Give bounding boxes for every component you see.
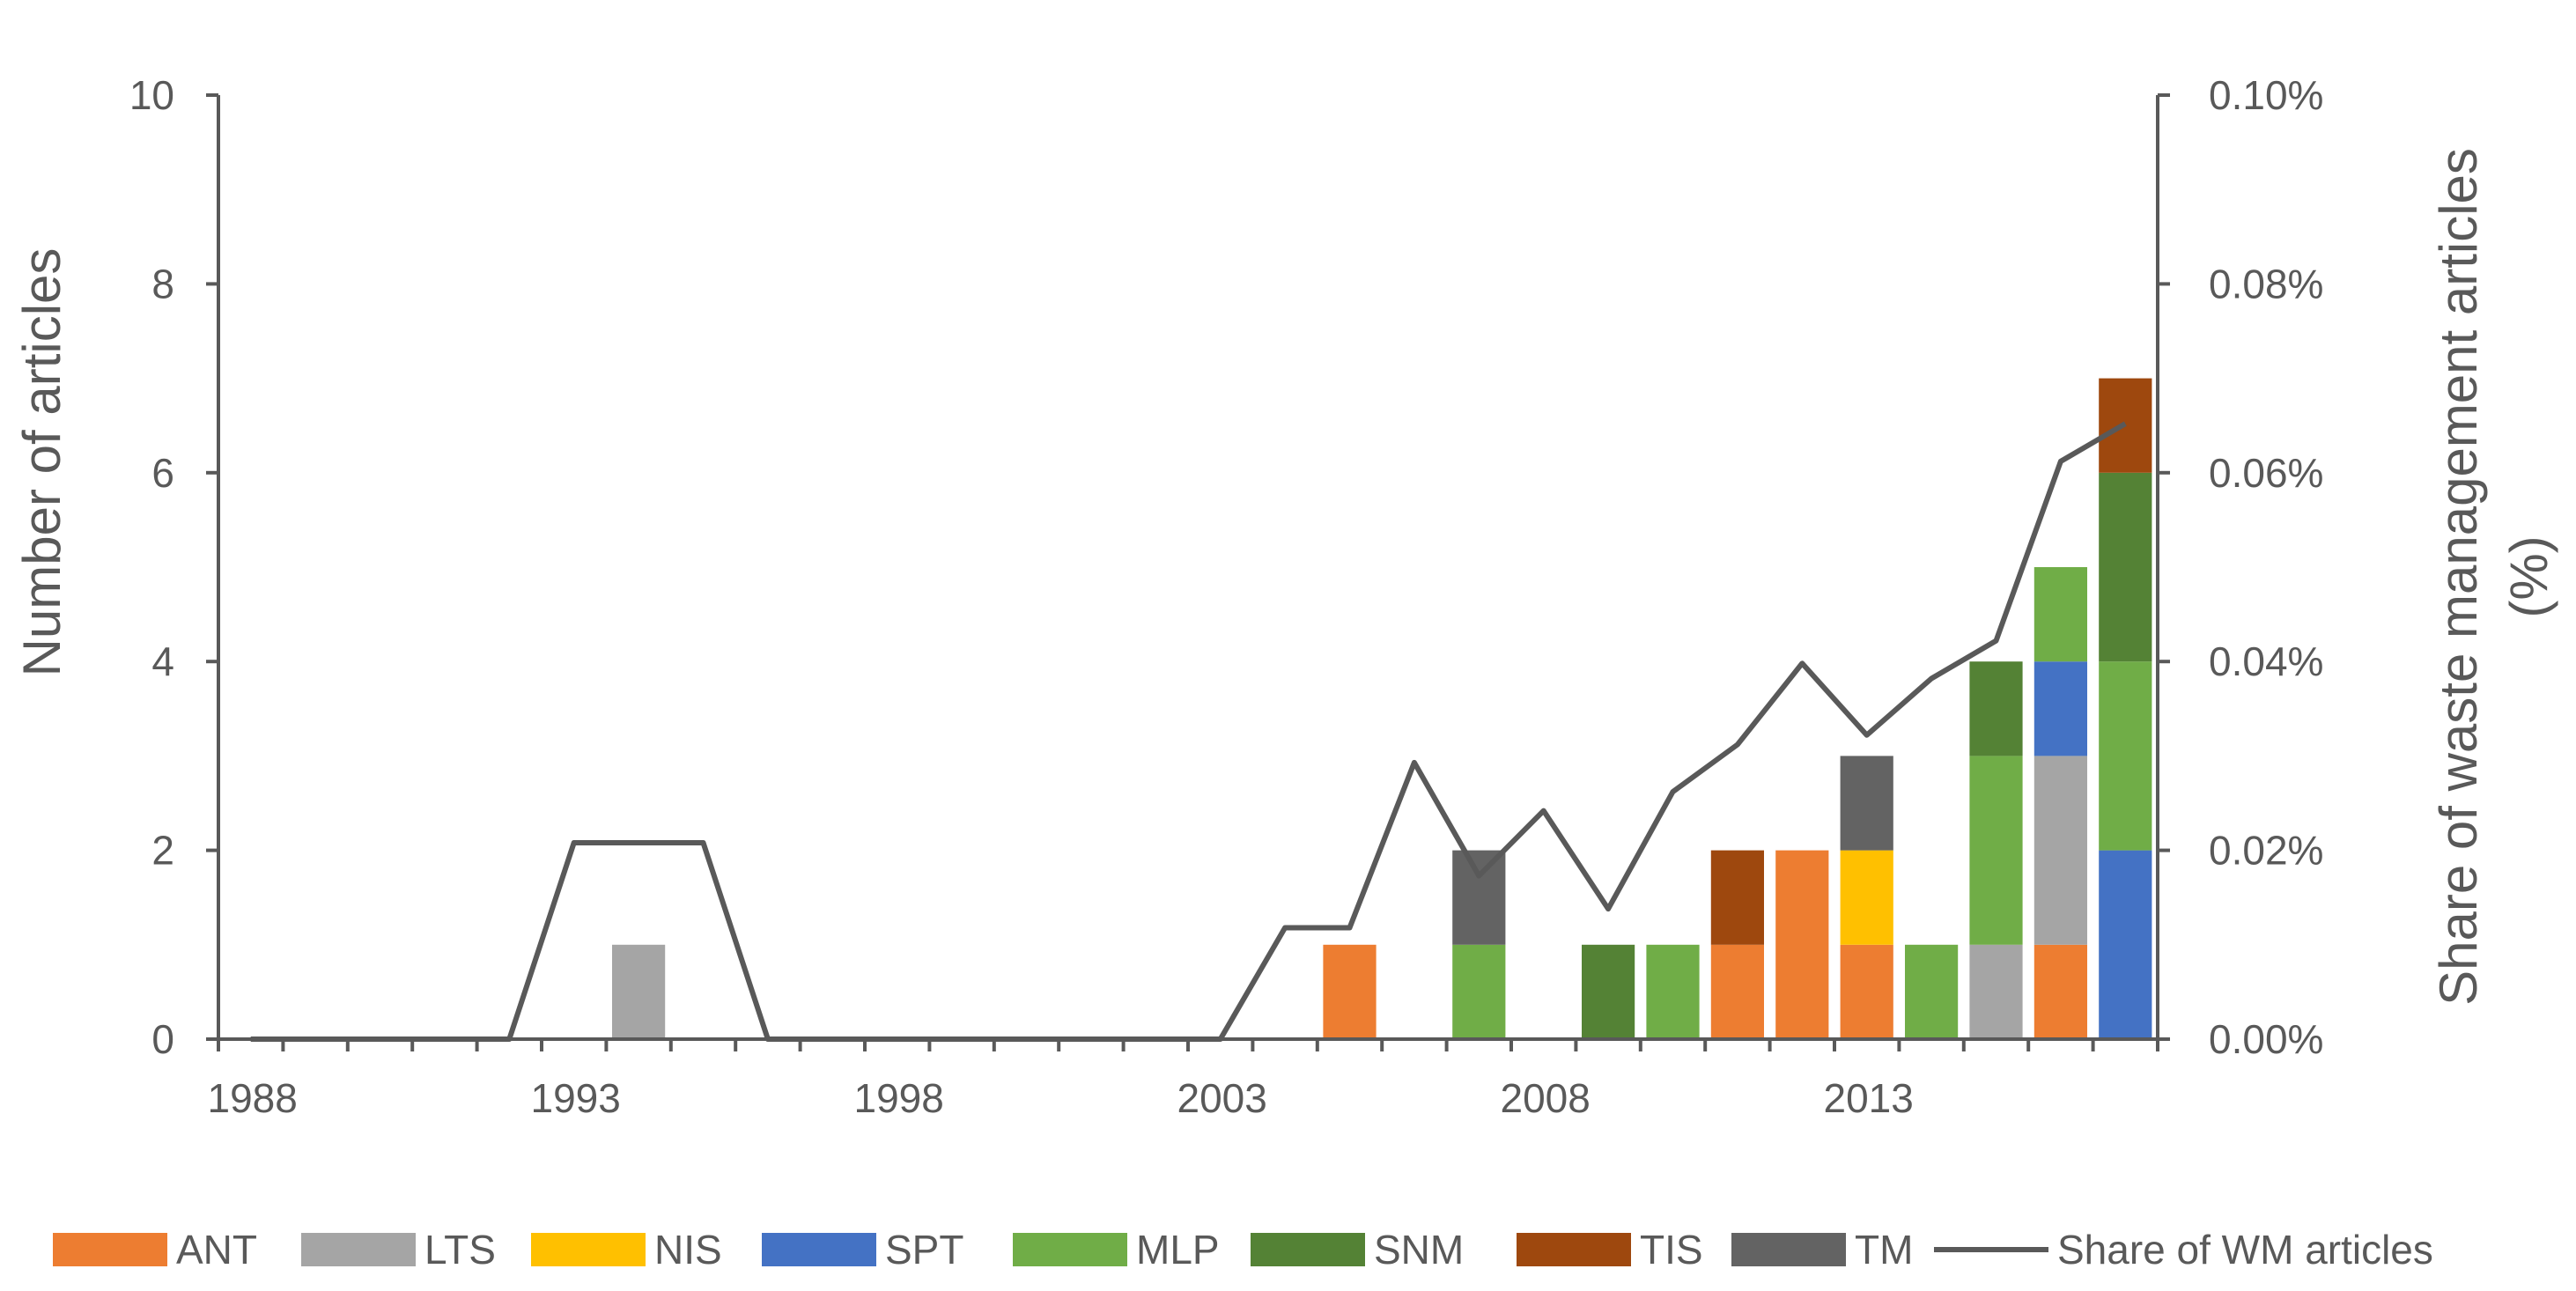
- bar-tm-2007: [1452, 850, 1506, 945]
- bar-ant-2013: [1840, 944, 1893, 1039]
- legend-swatch-snm: [1251, 1233, 1365, 1266]
- bar-mlp-2015: [1969, 756, 2023, 945]
- y-tick-label: 0: [151, 1016, 174, 1062]
- legend-label-nis: NIS: [654, 1227, 722, 1273]
- bar-mlp-2017: [2099, 661, 2152, 851]
- y-tick-label: 6: [151, 450, 174, 496]
- y2-axis-title: Share of waste management articles (%): [2429, 148, 2558, 1006]
- y-tick-label: 10: [129, 72, 174, 118]
- y-axis-title: Number of articles: [12, 248, 71, 677]
- bar-nis-2013: [1840, 850, 1893, 945]
- share-of-wm-articles-line: [250, 421, 2127, 1042]
- bar-spt-2016: [2033, 661, 2087, 756]
- y2-tick-label: 0.00%: [2209, 1016, 2323, 1062]
- legend-label-share-of-wm-articles: Share of WM articles: [2057, 1227, 2433, 1273]
- tick-labels-layer: 0 2 4 6 8 10 0.00% 0.02% 0.04% 0.06% 0.08% 0.10% 198…: [129, 72, 2324, 1121]
- bar-ant-2011: [1710, 944, 1764, 1039]
- y-tick-label: 2: [151, 828, 174, 874]
- legend-label-lts: LTS: [424, 1227, 496, 1273]
- legend-label-ant: ANT: [176, 1227, 257, 1273]
- y2-tick-label: 0.10%: [2209, 72, 2323, 118]
- legend-label-spt: SPT: [885, 1227, 963, 1273]
- y-tick-label: 4: [151, 638, 174, 684]
- x-tick-label: 1988: [208, 1075, 298, 1121]
- bars-layer: [612, 378, 2152, 1039]
- legend-swatch-tis: [1517, 1233, 1631, 1266]
- y2-tick-label: 0.06%: [2209, 450, 2323, 496]
- x-tick-label: 2013: [1824, 1075, 1914, 1121]
- legend-swatch-spt: [762, 1233, 876, 1266]
- legend: ANT LTS NIS SPT MLP SNM TIS TM Share of WM artic…: [53, 1227, 2433, 1273]
- bar-mlp-2010: [1646, 944, 1700, 1039]
- x-tick-label: 1993: [531, 1075, 621, 1121]
- bar-snm-2009: [1582, 944, 1635, 1039]
- legend-swatch-ant: [53, 1233, 167, 1266]
- bar-lts-1994: [612, 944, 666, 1039]
- y2-tick-label: 0.04%: [2209, 638, 2323, 684]
- bar-tm-2013: [1840, 756, 1893, 851]
- y-tick-label: 8: [151, 261, 174, 306]
- legend-swatch-mlp: [1013, 1233, 1127, 1266]
- y2-tick-label: 0.02%: [2209, 828, 2323, 874]
- bar-lts-2016: [2033, 756, 2087, 945]
- bar-mlp-2016: [2033, 567, 2087, 662]
- bar-snm-2017: [2099, 472, 2152, 662]
- line-layer: [250, 421, 2127, 1042]
- y2-axis-title-line-2: (%): [2499, 535, 2558, 617]
- legend-swatch-nis: [531, 1233, 646, 1266]
- bar-snm-2015: [1969, 661, 2023, 756]
- x-tick-label: 2003: [1177, 1075, 1267, 1121]
- legend-label-snm: SNM: [1374, 1227, 1464, 1273]
- bar-mlp-2007: [1452, 944, 1506, 1039]
- x-tick-label: 1998: [854, 1075, 944, 1121]
- bar-ant-2005: [1323, 944, 1377, 1039]
- legend-label-mlp: MLP: [1136, 1227, 1220, 1273]
- bar-ant-2012: [1775, 850, 1829, 1039]
- bar-mlp-2014: [1905, 944, 1959, 1039]
- legend-swatch-tm: [1731, 1233, 1846, 1266]
- y2-tick-label: 0.08%: [2209, 261, 2323, 306]
- bar-lts-2015: [1969, 944, 2023, 1039]
- bar-ant-2016: [2033, 944, 2087, 1039]
- legend-swatch-lts: [301, 1233, 416, 1266]
- x-tick-label: 2008: [1501, 1075, 1591, 1121]
- bar-tis-2011: [1710, 850, 1764, 945]
- y2-axis-title-line-1: Share of waste management articles: [2429, 148, 2488, 1006]
- legend-label-tm: TM: [1855, 1227, 1913, 1273]
- legend-label-tis: TIS: [1640, 1227, 1703, 1273]
- bar-spt-2017: [2099, 850, 2152, 1039]
